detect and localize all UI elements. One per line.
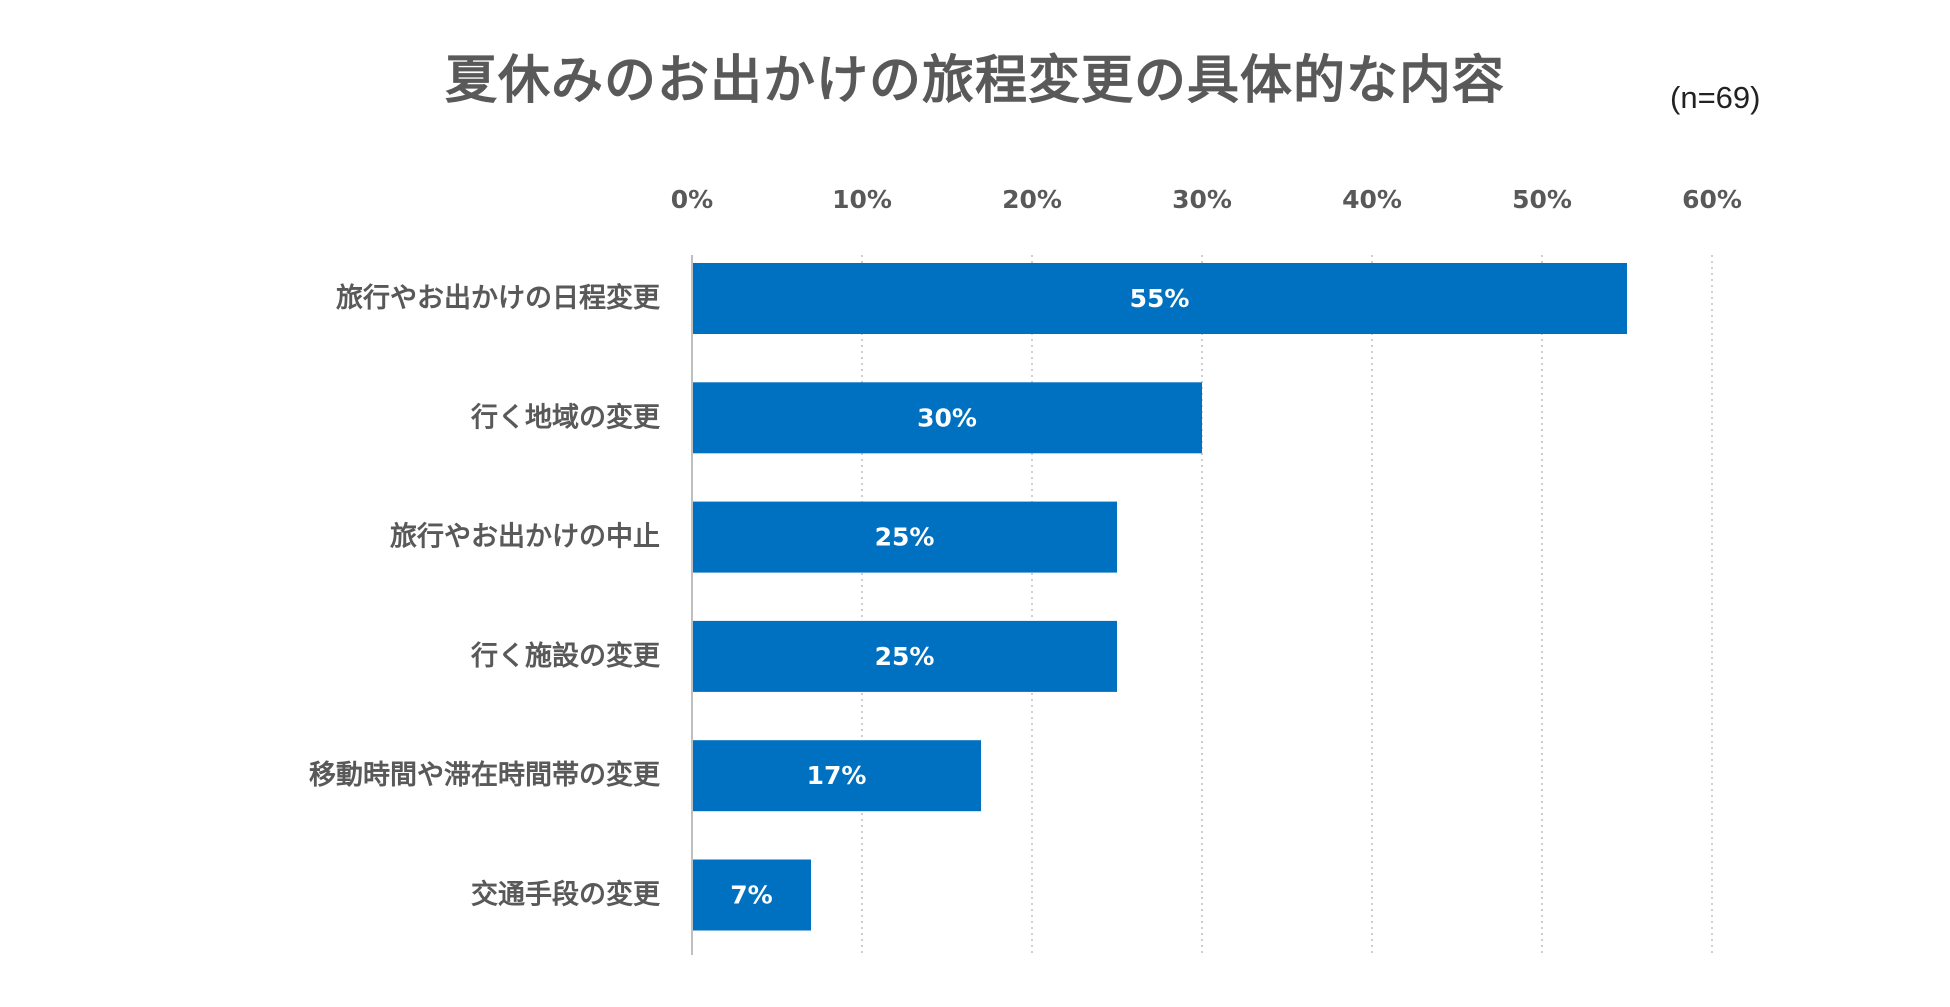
data-label: 25% <box>875 642 935 671</box>
bar <box>692 740 981 812</box>
data-label: 17% <box>807 761 867 790</box>
x-tick-label: 30% <box>1172 185 1232 214</box>
sample-size-note: (n=69) <box>1670 80 1761 115</box>
category-label: 旅行やお出かけの日程変更 <box>336 282 661 314</box>
x-tick-label: 40% <box>1342 185 1402 214</box>
bar <box>692 859 811 931</box>
data-label: 30% <box>917 403 977 432</box>
data-label: 55% <box>1130 284 1190 313</box>
x-tick-label: 60% <box>1682 185 1742 214</box>
category-label: 旅行やお出かけの中止 <box>390 521 660 553</box>
category-label: 移動時間や滞在時間帯の変更 <box>309 759 661 791</box>
category-label: 交通手段の変更 <box>471 879 661 911</box>
bar <box>692 501 1117 573</box>
x-tick-label: 50% <box>1512 185 1572 214</box>
bar <box>692 620 1117 692</box>
chart-title: 夏休みのお出かけの旅程変更の具体的な内容 <box>444 51 1505 111</box>
category-label: 行く地域の変更 <box>470 401 661 433</box>
x-tick-label: 0% <box>671 185 713 214</box>
x-tick-label: 10% <box>832 185 892 214</box>
bar <box>692 382 1202 454</box>
bar <box>692 263 1627 334</box>
data-label: 7% <box>730 881 772 910</box>
x-tick-label: 20% <box>1002 185 1062 214</box>
category-label: 行く施設の変更 <box>470 640 661 672</box>
data-label: 25% <box>875 523 935 552</box>
